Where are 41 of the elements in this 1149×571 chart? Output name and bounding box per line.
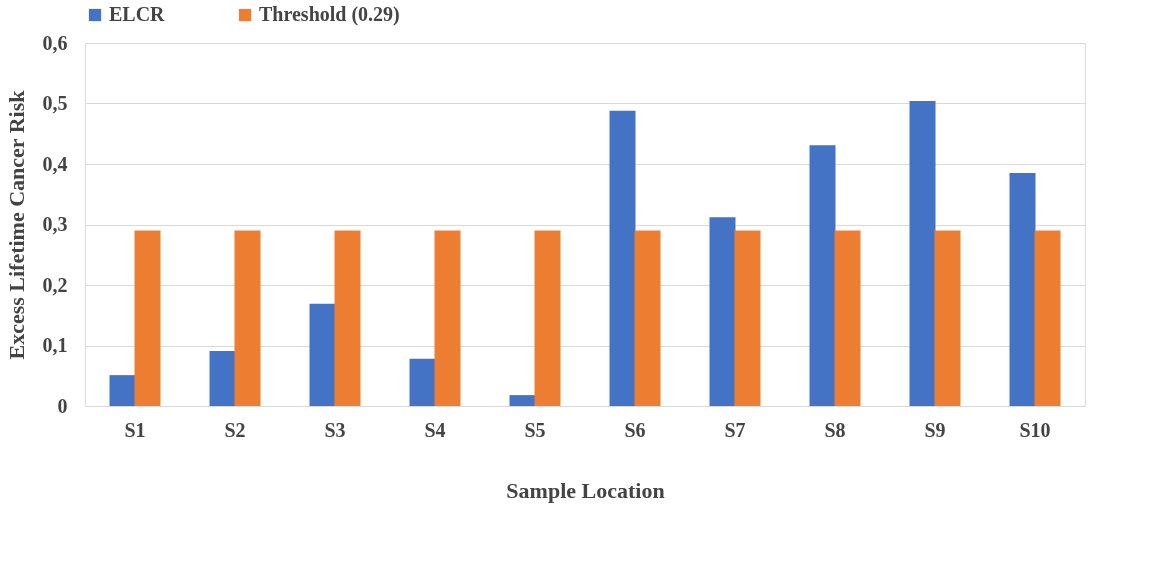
y-tick-label: 0 bbox=[57, 394, 68, 417]
x-tick-label: S4 bbox=[424, 418, 446, 441]
bar bbox=[834, 230, 861, 406]
x-tick-label: S5 bbox=[524, 418, 546, 441]
bar bbox=[109, 375, 136, 406]
bar bbox=[509, 395, 536, 406]
x-tick-label: S7 bbox=[724, 418, 746, 441]
x-tick-label: S9 bbox=[924, 418, 946, 441]
bar bbox=[309, 303, 336, 406]
bar bbox=[134, 230, 161, 406]
bar bbox=[209, 350, 236, 406]
bar bbox=[409, 358, 436, 406]
bar bbox=[809, 145, 836, 406]
bar bbox=[334, 230, 361, 406]
bar bbox=[734, 230, 761, 406]
x-axis-title: Sample Location bbox=[506, 477, 665, 503]
y-tick-label: 0,4 bbox=[42, 152, 68, 175]
legend-label: Threshold (0.29) bbox=[259, 3, 400, 26]
y-tick-label: 0,3 bbox=[42, 213, 68, 235]
y-tick-label: 0,5 bbox=[42, 92, 68, 114]
y-axis-title: Excess Lifetime Cancer Risk bbox=[3, 89, 29, 360]
bar bbox=[234, 230, 261, 406]
bar bbox=[434, 230, 461, 406]
y-tick-label: 0,2 bbox=[42, 273, 68, 296]
bar bbox=[1034, 230, 1061, 406]
x-tick-label: S10 bbox=[1019, 418, 1051, 441]
bar bbox=[909, 101, 936, 406]
bar bbox=[634, 230, 661, 406]
x-tick-label: S3 bbox=[324, 418, 346, 441]
x-tick-label: S8 bbox=[824, 418, 846, 441]
bar bbox=[934, 230, 961, 406]
bar bbox=[1009, 173, 1036, 406]
y-tick-label: 0,1 bbox=[42, 334, 68, 356]
legend-label: ELCR bbox=[109, 3, 166, 25]
x-tick-label: S1 bbox=[124, 418, 146, 441]
bar bbox=[709, 217, 736, 406]
x-tick-label: S6 bbox=[624, 418, 646, 441]
y-tick-label: 0,6 bbox=[42, 31, 68, 54]
bar bbox=[609, 110, 636, 406]
x-tick-label: S2 bbox=[224, 418, 246, 441]
bar bbox=[534, 230, 561, 406]
